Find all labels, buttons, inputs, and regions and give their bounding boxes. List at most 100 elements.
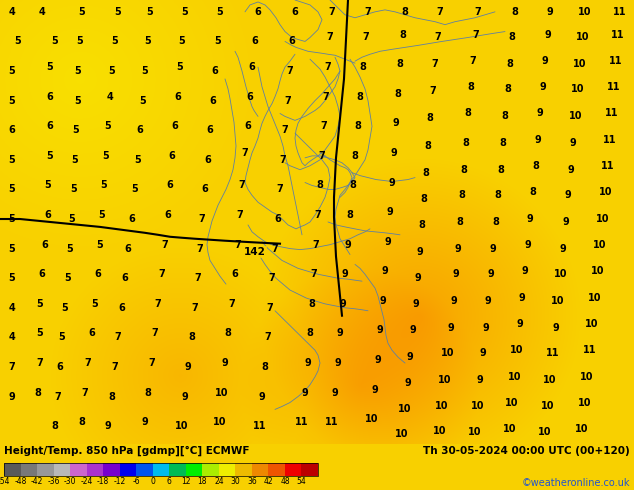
Text: 9: 9 (410, 325, 417, 336)
Text: 7: 7 (238, 180, 245, 191)
Text: 7: 7 (319, 151, 325, 161)
Text: 9: 9 (302, 388, 308, 398)
Text: 6: 6 (172, 122, 178, 131)
Text: 5: 5 (70, 184, 77, 195)
Text: 8: 8 (359, 62, 366, 72)
Text: 7: 7 (323, 92, 330, 102)
Text: 5: 5 (73, 125, 79, 135)
Text: 10: 10 (441, 348, 455, 358)
Text: 5: 5 (146, 7, 153, 17)
Text: 5: 5 (103, 151, 110, 161)
Text: 5: 5 (105, 122, 112, 131)
Text: 10: 10 (510, 345, 524, 355)
Text: 7: 7 (313, 240, 320, 250)
Text: 5: 5 (9, 244, 15, 254)
Text: 10: 10 (505, 397, 519, 408)
Text: 6: 6 (205, 155, 211, 165)
Text: 9: 9 (547, 7, 553, 17)
Text: 5: 5 (15, 36, 22, 47)
Text: 10: 10 (573, 59, 586, 69)
Text: -42: -42 (31, 477, 43, 486)
Text: -54: -54 (0, 477, 10, 486)
Text: 10: 10 (593, 240, 607, 250)
Text: 7: 7 (269, 273, 275, 283)
Text: 7: 7 (321, 122, 327, 131)
Text: 9: 9 (404, 378, 411, 388)
Text: 8: 8 (401, 7, 408, 17)
Text: 9: 9 (536, 108, 543, 119)
Text: 9: 9 (415, 273, 422, 283)
Text: 5: 5 (145, 36, 152, 47)
Text: 11: 11 (603, 135, 617, 145)
Text: 9: 9 (527, 214, 533, 224)
Text: 8: 8 (420, 194, 427, 204)
Text: 5: 5 (217, 7, 223, 17)
Text: 7: 7 (162, 240, 169, 250)
Text: 9: 9 (337, 328, 344, 339)
Text: 9: 9 (342, 270, 348, 279)
Text: 7: 7 (287, 66, 294, 76)
Text: 6: 6 (167, 180, 173, 191)
Bar (136, 463, 153, 476)
Text: 8: 8 (354, 122, 361, 131)
Text: 7: 7 (82, 388, 88, 398)
Text: 9: 9 (259, 392, 266, 402)
Text: 7: 7 (430, 86, 436, 96)
Text: 7: 7 (325, 62, 332, 72)
Text: 5: 5 (9, 214, 15, 224)
Text: 48: 48 (280, 477, 290, 486)
Text: 11: 11 (583, 345, 597, 355)
Text: Th 30-05-2024 00:00 UTC (00+120): Th 30-05-2024 00:00 UTC (00+120) (424, 446, 630, 456)
Text: 8: 8 (35, 388, 41, 398)
Text: 24: 24 (214, 477, 224, 486)
Text: 7: 7 (432, 59, 438, 69)
Text: 9: 9 (553, 322, 559, 333)
Text: 8: 8 (495, 190, 501, 200)
Text: 11: 11 (607, 82, 621, 92)
Text: 10: 10 (508, 372, 522, 382)
Text: 4: 4 (39, 7, 46, 17)
Text: 7: 7 (281, 125, 288, 135)
Text: 9: 9 (377, 325, 384, 336)
Bar (4, 463, 20, 476)
Text: 7: 7 (235, 240, 242, 250)
Text: 6: 6 (247, 92, 254, 102)
Text: 5: 5 (79, 7, 86, 17)
Text: 6: 6 (122, 273, 128, 283)
Text: 7: 7 (327, 32, 333, 43)
Text: 8: 8 (493, 217, 500, 227)
Text: 7: 7 (84, 358, 91, 368)
Bar (70, 463, 87, 476)
Text: 7: 7 (37, 358, 43, 368)
Text: 6: 6 (94, 270, 101, 279)
Text: 9: 9 (534, 135, 541, 145)
Text: 9: 9 (105, 421, 112, 431)
Text: 11: 11 (295, 417, 309, 427)
Text: 8: 8 (498, 165, 505, 174)
Text: 5: 5 (99, 210, 105, 220)
Bar (4, 463, 318, 476)
Text: 11: 11 (325, 417, 339, 427)
Text: 5: 5 (75, 66, 81, 76)
Text: 7: 7 (152, 328, 158, 339)
Text: 9: 9 (488, 270, 495, 279)
Text: 9: 9 (455, 244, 462, 254)
Text: 8: 8 (418, 220, 425, 230)
Text: 8: 8 (508, 32, 515, 43)
Text: 9: 9 (524, 240, 531, 250)
Text: -30: -30 (64, 477, 76, 486)
Text: 10: 10 (213, 417, 227, 427)
Text: 10: 10 (471, 401, 485, 412)
Text: 5: 5 (9, 273, 15, 283)
Text: 10: 10 (596, 214, 610, 224)
Text: 9: 9 (453, 270, 460, 279)
Text: 30: 30 (231, 477, 240, 486)
Text: 5: 5 (47, 151, 53, 161)
Bar (186, 463, 202, 476)
Text: 9: 9 (382, 266, 389, 276)
Text: 6: 6 (202, 184, 209, 195)
Text: 0: 0 (150, 477, 155, 486)
Text: 9: 9 (522, 266, 528, 276)
Text: 5: 5 (108, 66, 115, 76)
Text: 8: 8 (456, 217, 463, 227)
